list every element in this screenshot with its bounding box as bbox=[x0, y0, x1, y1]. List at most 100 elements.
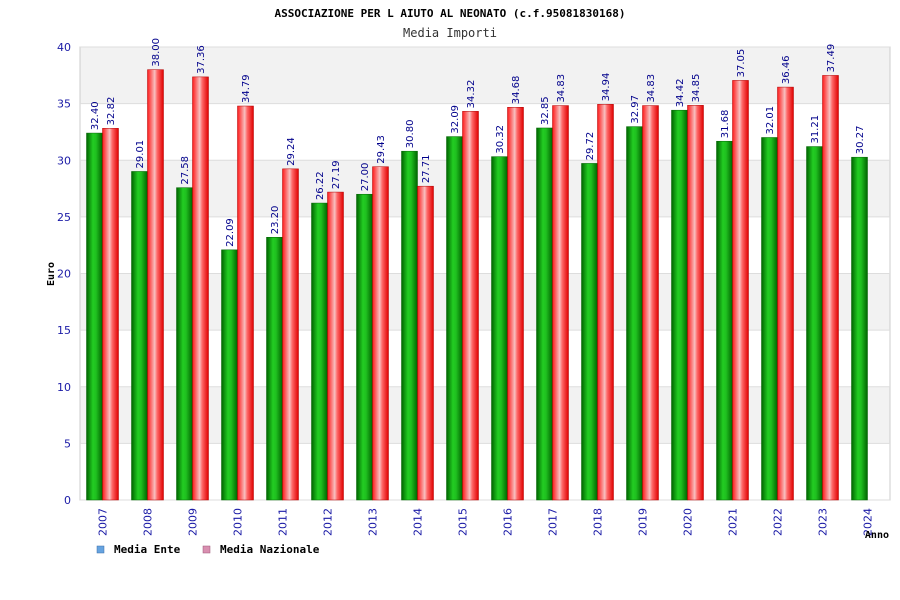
bar-media-ente bbox=[266, 237, 283, 501]
bar-media-ente bbox=[761, 137, 778, 501]
y-tick-label: 5 bbox=[64, 437, 71, 450]
x-tick-label: 2022 bbox=[772, 508, 785, 536]
y-tick-label: 20 bbox=[57, 268, 71, 281]
value-label-media-nazionale: 29.43 bbox=[376, 135, 387, 164]
plot-band bbox=[80, 47, 890, 104]
bar-media-ente bbox=[176, 187, 193, 501]
y-tick-label: 40 bbox=[57, 41, 71, 54]
legend-label-media-ente: Media Ente bbox=[114, 543, 181, 556]
bar-media-ente bbox=[401, 150, 418, 501]
bar-media-nazionale bbox=[597, 104, 614, 501]
y-tick-label: 0 bbox=[64, 494, 71, 507]
bar-media-ente bbox=[446, 136, 463, 501]
bar-media-ente bbox=[851, 156, 868, 501]
bar-media-nazionale bbox=[732, 80, 749, 501]
bar-media-nazionale bbox=[282, 168, 299, 501]
value-label-media-nazionale: 37.05 bbox=[736, 49, 747, 78]
y-tick-label: 30 bbox=[57, 154, 71, 167]
chart-subtitle: Media Importi bbox=[403, 26, 497, 40]
value-label-media-nazionale: 37.36 bbox=[196, 45, 207, 74]
value-label-media-ente: 32.09 bbox=[450, 105, 461, 134]
y-tick-labels: 0 5 10 15 20 25 30 35 40 bbox=[57, 41, 71, 507]
y-tick-label: 35 bbox=[57, 98, 71, 111]
bar-media-ente bbox=[86, 132, 103, 501]
value-label-media-ente: 29.01 bbox=[135, 140, 146, 169]
x-tick-label: 2013 bbox=[367, 508, 380, 536]
bar-media-nazionale bbox=[237, 105, 254, 501]
value-label-media-nazionale: 27.71 bbox=[421, 155, 432, 184]
x-tick-label: 2010 bbox=[232, 508, 245, 536]
value-labels: 32.40 32.82 29.01 38.00 27.58 37.36 22.09 34.79… bbox=[90, 38, 866, 247]
bar-media-nazionale bbox=[327, 191, 344, 501]
value-label-media-nazionale: 34.83 bbox=[646, 74, 657, 103]
bar-media-ente bbox=[581, 163, 598, 501]
x-tick-label: 2019 bbox=[637, 508, 650, 536]
x-tick-label: 2020 bbox=[682, 508, 695, 536]
bar-media-nazionale bbox=[552, 105, 569, 501]
plot-background bbox=[79, 46, 891, 501]
bar-media-ente bbox=[626, 126, 643, 501]
x-tick-labels: 2007 2008 2009 2010 2011 2012 2013 2014 2015 2016… bbox=[97, 508, 875, 536]
chart-title: ASSOCIAZIONE PER L AIUTO AL NEONATO (c.f… bbox=[275, 7, 626, 20]
legend-swatch-media-nazionale bbox=[202, 545, 211, 554]
value-label-media-nazionale: 34.85 bbox=[691, 74, 702, 103]
x-tick-label: 2024 bbox=[862, 508, 875, 536]
plot-band bbox=[80, 273, 890, 331]
x-tick-label: 2018 bbox=[592, 508, 605, 536]
value-label-media-ente: 22.09 bbox=[225, 218, 236, 247]
value-label-media-ente: 29.72 bbox=[585, 132, 596, 161]
value-label-media-ente: 32.85 bbox=[540, 96, 551, 125]
x-tick-label: 2023 bbox=[817, 508, 830, 536]
value-label-media-ente: 27.58 bbox=[180, 156, 191, 185]
value-label-media-ente: 31.68 bbox=[720, 110, 731, 139]
y-tick-label: 15 bbox=[57, 324, 71, 337]
x-tick-label: 2011 bbox=[277, 508, 290, 536]
plot-band bbox=[80, 386, 890, 444]
legend-label-media-nazionale: Media Nazionale bbox=[220, 543, 320, 556]
bar-media-ente bbox=[131, 171, 148, 501]
x-axis-title: Anno bbox=[865, 530, 889, 541]
x-tick-label: 2016 bbox=[502, 508, 515, 536]
bar-media-nazionale bbox=[822, 75, 839, 501]
bar-media-ente bbox=[356, 193, 373, 501]
legend-swatch-media-ente bbox=[96, 545, 105, 554]
bar-media-nazionale bbox=[777, 86, 794, 501]
gridlines bbox=[80, 46, 890, 501]
x-tick-label: 2017 bbox=[547, 508, 560, 536]
bars bbox=[86, 69, 868, 501]
value-label-media-ente: 32.97 bbox=[630, 95, 641, 124]
bar-media-nazionale bbox=[147, 69, 164, 501]
x-tick-label: 2015 bbox=[457, 508, 470, 536]
bar-media-ente bbox=[536, 127, 553, 501]
value-label-media-ente: 26.22 bbox=[315, 171, 326, 200]
value-label-media-nazionale: 34.79 bbox=[241, 74, 252, 103]
value-label-media-nazionale: 34.68 bbox=[511, 76, 522, 105]
plot-band bbox=[80, 216, 890, 274]
value-label-media-ente: 31.21 bbox=[810, 115, 821, 144]
value-label-media-nazionale: 34.83 bbox=[556, 74, 567, 103]
value-label-media-nazionale: 34.94 bbox=[601, 73, 612, 102]
bar-media-ente bbox=[221, 249, 238, 501]
bar-media-ente bbox=[671, 109, 688, 501]
legend: Media Ente Media Nazionale bbox=[96, 543, 320, 556]
x-tick-label: 2014 bbox=[412, 508, 425, 536]
bar-media-nazionale bbox=[507, 106, 524, 501]
value-label-media-ente: 27.00 bbox=[360, 163, 371, 192]
value-label-media-nazionale: 38.00 bbox=[151, 38, 162, 67]
plot-band bbox=[80, 443, 890, 500]
bar-media-nazionale bbox=[462, 111, 479, 501]
value-label-media-ente: 23.20 bbox=[270, 206, 281, 235]
value-label-media-nazionale: 32.82 bbox=[106, 97, 117, 126]
bar-media-nazionale bbox=[687, 105, 704, 501]
value-label-media-nazionale: 36.46 bbox=[781, 55, 792, 84]
value-label-media-nazionale: 29.24 bbox=[286, 137, 297, 166]
y-tick-label: 25 bbox=[57, 211, 71, 224]
y-tick-label: 10 bbox=[57, 381, 71, 394]
bar-media-nazionale bbox=[372, 166, 389, 501]
bar-media-nazionale bbox=[102, 128, 119, 501]
plot-band bbox=[80, 103, 890, 161]
value-label-media-ente: 32.40 bbox=[90, 101, 101, 130]
value-label-media-nazionale: 37.49 bbox=[826, 44, 837, 73]
plot-band bbox=[80, 160, 890, 217]
